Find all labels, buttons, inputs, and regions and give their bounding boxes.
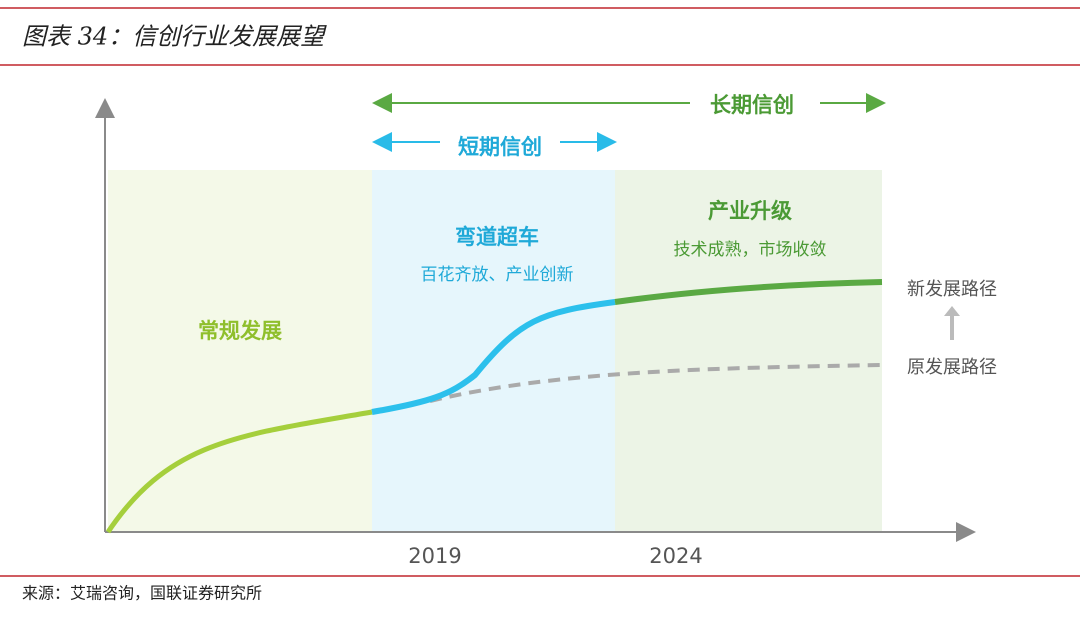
phase-title: 弯道超车 — [455, 225, 539, 249]
curve — [105, 409, 373, 534]
arrow-head — [944, 306, 960, 316]
period-label: 短期信创 — [458, 135, 542, 159]
x-label: 2024 — [649, 544, 702, 568]
path-label: 新发展路径 — [907, 279, 997, 300]
curve — [371, 299, 616, 415]
path-label: 原发展路径 — [907, 357, 997, 378]
x-label: 2019 — [408, 544, 461, 568]
old-path — [429, 363, 883, 403]
period-label: 长期信创 — [710, 93, 794, 117]
source: 来源：艾瑞咨询，国联证券研究所 — [22, 584, 262, 603]
phase-title: 产业升级 — [708, 199, 792, 223]
title: 图表 34：信创行业发展展望 — [22, 23, 327, 51]
region — [108, 170, 372, 532]
phase-subtitle: 技术成熟，市场收敛 — [674, 239, 827, 260]
curve — [614, 279, 883, 305]
region — [615, 170, 882, 532]
phase-subtitle: 百花齐放、产业创新 — [421, 265, 574, 285]
phase-title: 常规发展 — [198, 319, 282, 343]
